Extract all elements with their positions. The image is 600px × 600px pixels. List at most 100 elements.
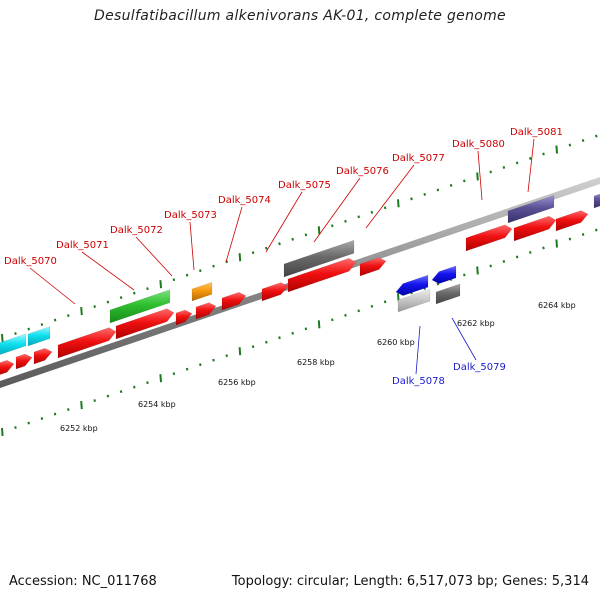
upper-scale-tick bbox=[251, 251, 255, 255]
gene-label-leader bbox=[451, 317, 477, 361]
gene-block bbox=[191, 281, 213, 302]
gene-arrow bbox=[221, 291, 247, 311]
gene-label: Dalk_5078 bbox=[392, 376, 445, 387]
lower-scale-tick bbox=[581, 233, 585, 236]
lower-scale-tick bbox=[383, 300, 387, 304]
upper-scale-tick bbox=[357, 215, 360, 219]
lower-scale-tick bbox=[515, 255, 519, 259]
upper-scale-tick bbox=[93, 305, 96, 309]
upper-scale-tick bbox=[581, 139, 585, 142]
gene-label: Dalk_5080 bbox=[452, 139, 505, 150]
gene-block bbox=[507, 195, 555, 224]
upper-scale-tick bbox=[555, 145, 558, 154]
gene-label: Dalk_5071 bbox=[56, 240, 109, 251]
gene-arrow bbox=[33, 347, 53, 365]
upper-scale-tick bbox=[304, 233, 308, 237]
gene-label-leader bbox=[189, 221, 195, 271]
lower-scale-tick bbox=[463, 273, 466, 277]
lower-scale-tick bbox=[542, 246, 545, 250]
upper-scale-tick bbox=[53, 318, 57, 322]
gene-label: Dalk_5079 bbox=[453, 362, 506, 373]
upper-scale-tick bbox=[1, 333, 4, 343]
upper-scale-tick bbox=[278, 242, 281, 246]
upper-scale-tick bbox=[568, 143, 572, 147]
upper-scale-tick bbox=[436, 188, 440, 192]
gene-block bbox=[435, 283, 461, 305]
lower-scale-tick bbox=[14, 426, 17, 429]
upper-scale-tick bbox=[265, 246, 268, 250]
upper-scale-tick bbox=[529, 157, 532, 160]
upper-scale-tick bbox=[172, 278, 176, 282]
upper-scale-tick bbox=[14, 332, 17, 335]
gene-block bbox=[283, 239, 355, 278]
lower-scale-tick bbox=[317, 320, 321, 329]
gene-arrow-reverse bbox=[395, 274, 429, 296]
scale-label: 6264 kbp bbox=[538, 301, 576, 310]
gene-arrow bbox=[513, 215, 557, 242]
gene-block bbox=[397, 288, 431, 313]
upper-scale-tick bbox=[344, 219, 347, 223]
upper-scale-tick bbox=[423, 192, 426, 196]
lower-scale-tick bbox=[119, 390, 123, 394]
upper-scale-tick bbox=[67, 314, 70, 318]
upper-scale-tick bbox=[397, 199, 400, 208]
upper-scale-tick bbox=[80, 306, 83, 316]
lower-scale-tick bbox=[199, 363, 202, 367]
scale-label: 6252 kbp bbox=[60, 424, 98, 433]
gene-label-leader bbox=[225, 206, 243, 263]
upper-scale-tick bbox=[27, 327, 30, 331]
lower-scale-tick bbox=[304, 327, 308, 331]
gene-arrow bbox=[555, 210, 589, 232]
lower-scale-tick bbox=[331, 318, 334, 322]
gene-label-leader bbox=[527, 138, 535, 193]
upper-scale-tick bbox=[40, 323, 44, 326]
gene-block bbox=[27, 326, 51, 347]
upper-scale-tick bbox=[317, 226, 321, 235]
gene-arrow bbox=[0, 359, 15, 375]
gene-arrow-reverse bbox=[431, 265, 457, 284]
upper-scale-tick bbox=[331, 224, 334, 228]
lower-scale-tick bbox=[238, 347, 242, 356]
lower-scale-tick bbox=[53, 412, 57, 416]
lower-scale-tick bbox=[159, 374, 162, 383]
gene-arrow bbox=[465, 224, 513, 252]
lower-scale-tick bbox=[278, 336, 281, 340]
gene-block bbox=[593, 193, 600, 209]
genome-summary-text: Topology: circular; Length: 6,517,073 bp… bbox=[231, 574, 589, 589]
gene-label: Dalk_5076 bbox=[336, 166, 389, 177]
lower-scale-tick bbox=[370, 304, 374, 308]
gene-label-leader bbox=[313, 177, 361, 243]
genome-title: Desulfatibacillum alkenivorans AK-01, co… bbox=[94, 8, 506, 24]
scale-label: 6262 kbp bbox=[457, 319, 495, 328]
gene-arrow bbox=[261, 282, 289, 302]
gene-arrow bbox=[57, 327, 117, 359]
gene-label: Dalk_5074 bbox=[218, 195, 271, 206]
gene-label-leader bbox=[477, 150, 483, 201]
gene-arrow bbox=[15, 353, 33, 370]
scale-label: 6260 kbp bbox=[377, 338, 415, 347]
gene-label: Dalk_5073 bbox=[164, 210, 217, 221]
upper-scale-tick bbox=[489, 170, 492, 174]
lower-scale-tick bbox=[133, 385, 136, 389]
lower-scale-tick bbox=[344, 313, 347, 317]
gene-label: Dalk_5077 bbox=[392, 153, 445, 164]
lower-scale-tick bbox=[212, 358, 215, 362]
upper-scale-tick bbox=[185, 273, 189, 277]
upper-scale-tick bbox=[449, 183, 453, 187]
lower-scale-tick bbox=[146, 381, 149, 385]
upper-scale-tick bbox=[595, 134, 598, 138]
lower-scale-tick bbox=[106, 394, 110, 398]
gene-block bbox=[0, 333, 27, 355]
lower-scale-tick bbox=[40, 417, 44, 420]
upper-scale-tick bbox=[410, 197, 413, 201]
upper-scale-tick bbox=[212, 264, 215, 268]
gene-arrow bbox=[195, 302, 217, 320]
upper-scale-tick bbox=[515, 161, 519, 165]
lower-scale-tick bbox=[1, 427, 4, 437]
gene-label-leader bbox=[29, 267, 76, 305]
scale-label: 6254 kbp bbox=[138, 400, 176, 409]
upper-scale-tick bbox=[383, 206, 387, 210]
lower-scale-tick bbox=[436, 282, 440, 286]
upper-scale-tick bbox=[199, 269, 202, 273]
